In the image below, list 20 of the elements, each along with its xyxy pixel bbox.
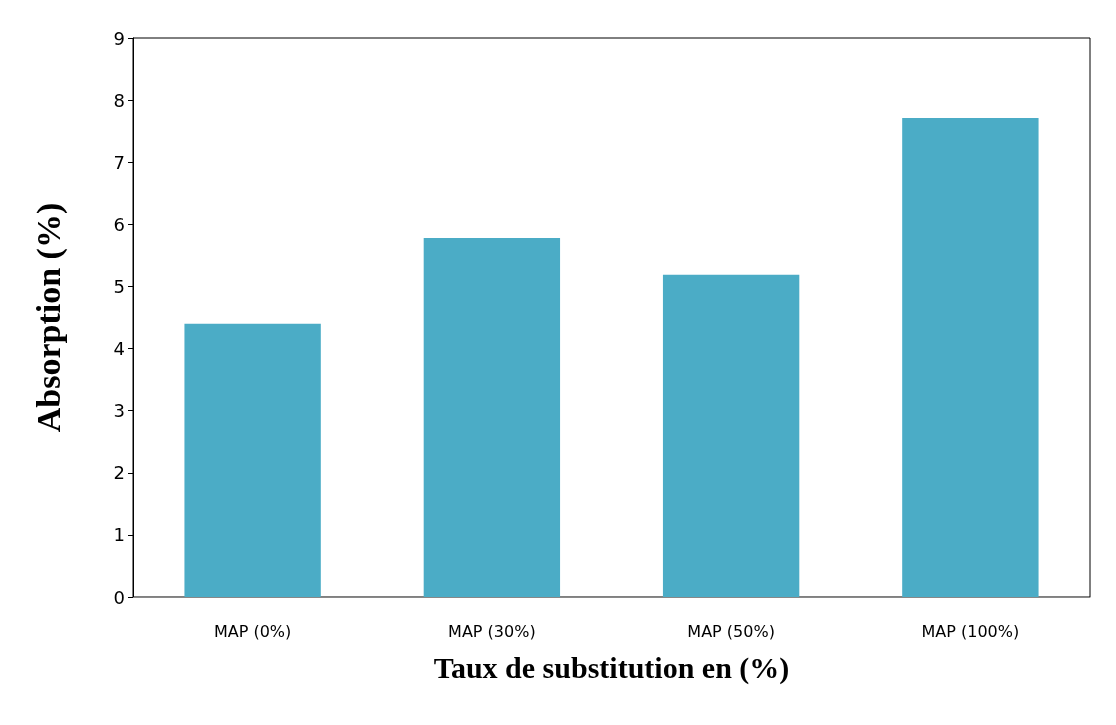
bar: [902, 118, 1039, 597]
x-tick-label: MAP (100%): [921, 621, 1020, 641]
y-tick-label: 5: [113, 275, 125, 297]
bar: [662, 274, 800, 597]
y-tick-label: 8: [113, 89, 125, 111]
y-tick-label: 0: [113, 586, 125, 608]
y-tick-label: 2: [113, 462, 125, 484]
bar: [184, 323, 321, 597]
y-tick-label: 7: [113, 151, 125, 173]
y-tick-label: 3: [113, 400, 125, 422]
x-axis-title: Taux de substitution en (%): [433, 650, 790, 685]
x-tick-label: MAP (30%): [448, 621, 536, 641]
y-tick-label: 6: [113, 213, 125, 235]
x-tick-label: MAP (0%): [213, 621, 292, 641]
x-tick-label: MAP (50%): [687, 621, 775, 641]
bar: [423, 238, 561, 597]
y-axis-title: Absorption (%): [29, 202, 68, 433]
y-tick-label: 4: [113, 338, 125, 360]
y-tick-label: 9: [113, 27, 125, 49]
y-tick-label: 1: [113, 524, 125, 546]
